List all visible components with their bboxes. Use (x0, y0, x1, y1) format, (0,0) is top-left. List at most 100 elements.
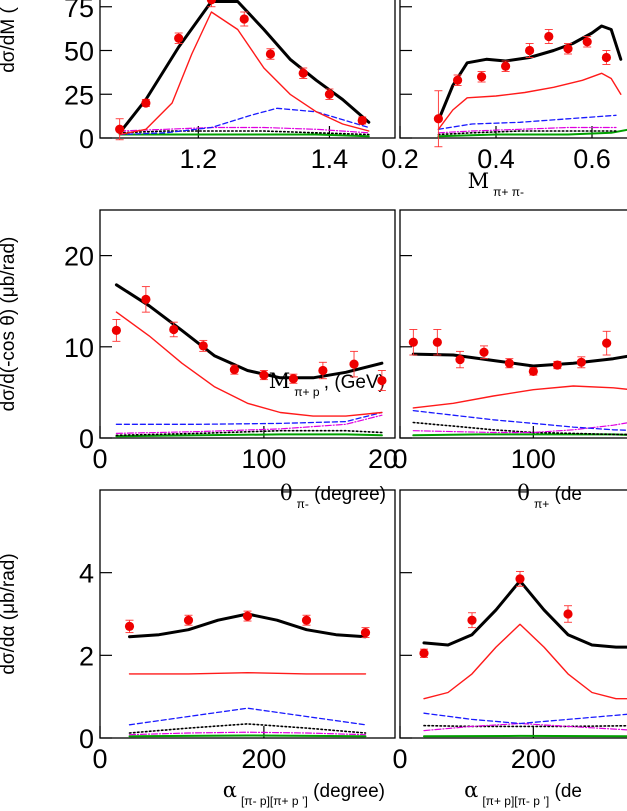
y-tick-label: 4 (79, 559, 94, 589)
data-point (324, 89, 335, 99)
data-point (124, 621, 135, 632)
x-tick-label: 1.4 (311, 144, 349, 174)
data-point (169, 324, 179, 335)
x-tick-label: 20 (368, 444, 398, 474)
curve-red (128, 672, 367, 675)
data-point (174, 33, 184, 43)
curve-blue-dash (437, 114, 617, 130)
x-axis-label-symbol: M (468, 169, 490, 193)
data-point (357, 115, 367, 126)
data-point (563, 44, 573, 54)
x-axis-label-symbol: M (269, 369, 291, 393)
data-point (479, 347, 489, 357)
x-tick-label: 100 (241, 444, 286, 474)
data-point (265, 49, 276, 59)
data-point (408, 337, 418, 347)
curve-magenta-dashdot (412, 422, 627, 434)
x-tick-label: 0 (392, 444, 407, 474)
curve-green (118, 133, 370, 138)
x-axis-label-subscript: [π- p][π+ p ’] (241, 794, 308, 808)
curve-total (411, 352, 627, 368)
data-point (544, 31, 554, 42)
data-point (259, 370, 269, 380)
data-point (432, 337, 442, 347)
x-tick-label: 1.2 (180, 144, 218, 174)
data-point (582, 37, 592, 47)
data-point (206, 0, 217, 5)
curve-blue-dash (115, 411, 383, 425)
data-point (229, 365, 239, 375)
x-axis-label: α [π- p][π+ p ’] (degree) (223, 778, 385, 808)
x-axis-label-unit: (degree) (309, 484, 386, 505)
curve-red (412, 385, 627, 409)
plot-frame (99, 489, 396, 739)
data-point (552, 360, 562, 370)
curve-blue-dash (128, 707, 367, 726)
data-point (239, 14, 249, 24)
curve-black-dot (437, 130, 617, 136)
data-point (377, 375, 387, 386)
plot-frame (399, 209, 627, 439)
data-point (515, 574, 525, 584)
x-axis-label-symbol: α (464, 778, 478, 802)
curve-red (119, 11, 370, 136)
curve-black-dot (118, 130, 370, 136)
data-point (455, 354, 465, 365)
x-axis-label-symbol: θ (280, 481, 293, 505)
curve-blue-dash (412, 409, 627, 431)
curve-black-dot (412, 421, 627, 436)
curve-green (437, 128, 627, 138)
data-point (141, 294, 151, 304)
x-axis-label-subscript: π+ p (294, 385, 320, 399)
x-tick-label: 0 (92, 744, 107, 774)
x-axis-label-subscript: π- (297, 497, 309, 511)
data-point (419, 648, 429, 658)
data-point (453, 75, 463, 85)
y-tick-label: 20 (64, 242, 94, 272)
data-point (576, 357, 586, 367)
x-axis-label: α [π+ p][π- p ’] (de (464, 778, 582, 808)
curve-green (115, 433, 383, 438)
data-point (525, 45, 535, 56)
data-point (601, 52, 612, 63)
x-axis-label: θ π+ (de (517, 481, 582, 511)
curve-green (412, 433, 627, 437)
curve-total (422, 579, 627, 649)
x-tick-label: 200 (511, 744, 556, 774)
curve-magenta-dashdot (119, 126, 370, 134)
x-tick-label: 0.6 (573, 144, 611, 174)
x-tick-label: 0 (92, 444, 107, 474)
y-tick-label: 0 (79, 724, 94, 754)
y-axis-label: dσ/d(-cos θ) (μb/rad) (0, 237, 19, 412)
curve-magenta-dashdot (128, 731, 367, 736)
x-tick-label: 0 (392, 744, 407, 774)
x-tick-label: 0.4 (477, 144, 515, 174)
data-point (602, 338, 612, 348)
x-tick-label: 200 (241, 744, 286, 774)
y-tick-label: 50 (64, 37, 94, 67)
data-point (477, 72, 487, 82)
data-point (115, 124, 125, 134)
data-point (360, 628, 371, 638)
x-axis-label-unit: (de (549, 781, 582, 802)
x-axis-label-unit: (degree) (308, 781, 385, 802)
curve-red (437, 72, 622, 130)
curve-magenta-dashdot (437, 126, 617, 134)
data-point (298, 68, 308, 78)
plot-frame (399, 489, 627, 739)
x-axis-label-unit: ’, (GeV) (320, 372, 385, 393)
data-point (141, 98, 151, 108)
x-axis-label: θ π- (degree) (280, 481, 386, 511)
data-point (198, 341, 208, 351)
x-axis-label-symbol: θ (517, 481, 530, 505)
y-tick-label: 0 (79, 124, 94, 154)
y-tick-label: 0 (79, 424, 94, 454)
data-point (467, 615, 477, 625)
y-axis-label: dσ/dα (μb/rad) (0, 553, 19, 674)
y-tick-label: 2 (79, 641, 94, 671)
x-axis-label-subscript: π+ π- (493, 185, 524, 199)
x-axis-label-subscript: [π+ p][π- p ’] (482, 794, 549, 808)
